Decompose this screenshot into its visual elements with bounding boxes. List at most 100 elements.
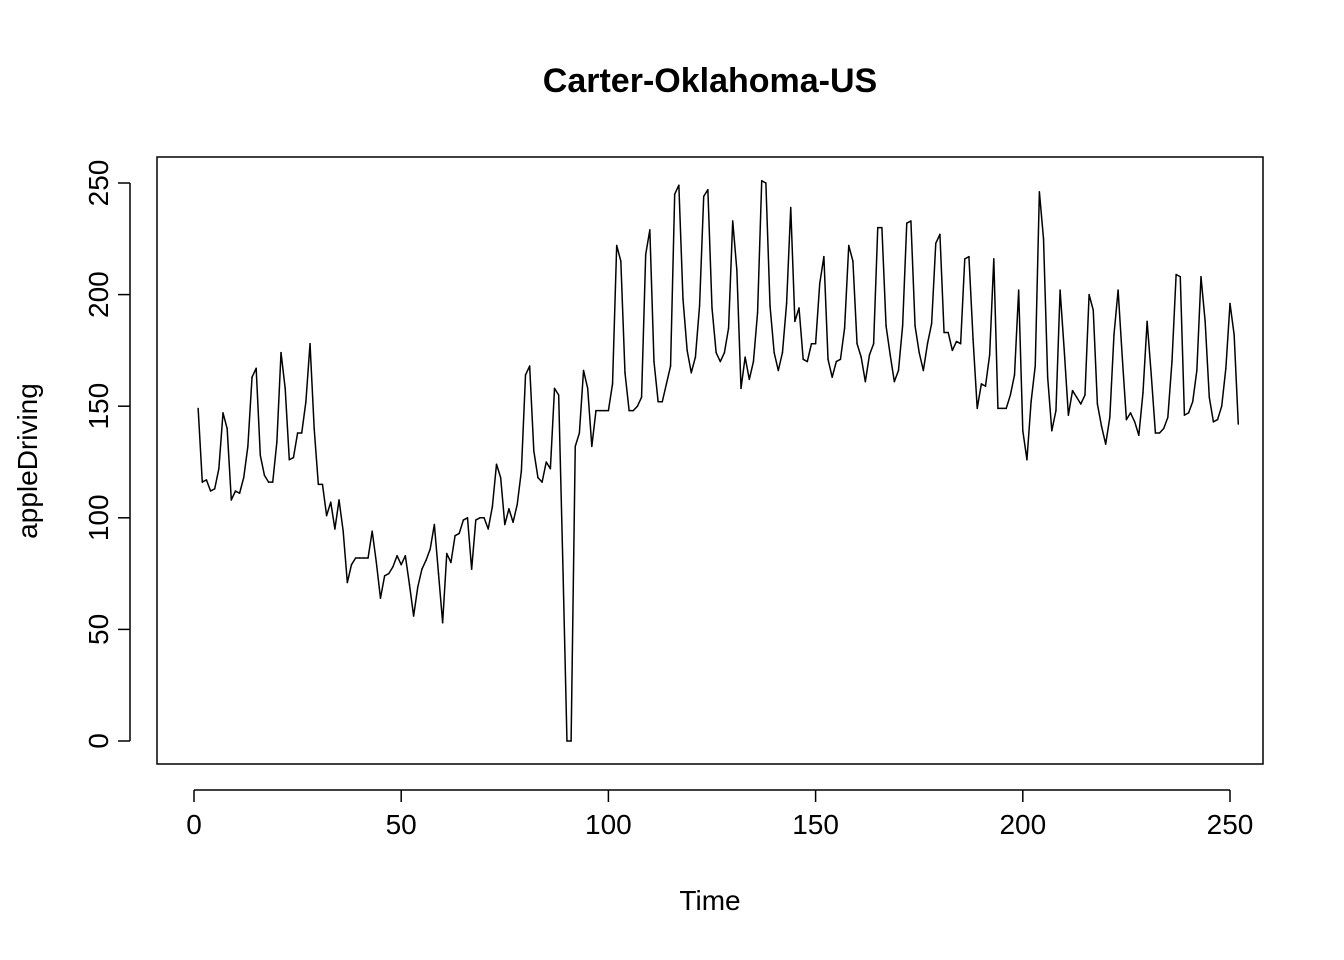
data-point xyxy=(292,456,295,459)
data-point xyxy=(276,441,278,443)
data-point xyxy=(723,351,726,354)
data-point xyxy=(831,376,833,378)
data-point xyxy=(383,575,386,577)
data-point xyxy=(1022,430,1024,432)
data-point xyxy=(736,269,738,271)
data-point xyxy=(852,260,854,262)
data-point xyxy=(711,307,713,309)
data-point xyxy=(238,492,241,494)
data-point xyxy=(665,383,668,385)
data-point xyxy=(988,354,991,356)
data-point xyxy=(466,517,469,519)
data-point xyxy=(1059,289,1061,291)
data-point xyxy=(1229,302,1231,305)
data-point xyxy=(997,407,999,410)
data-point xyxy=(1109,416,1111,419)
data-point xyxy=(586,387,589,390)
data-point xyxy=(359,557,361,559)
y-tick-label: 0 xyxy=(83,733,114,749)
x-tick-label: 250 xyxy=(1207,809,1254,840)
data-point xyxy=(843,327,846,329)
data-point xyxy=(379,597,382,599)
data-point xyxy=(508,508,510,510)
data-point xyxy=(993,258,995,260)
data-point xyxy=(325,514,328,517)
data-point xyxy=(475,519,477,521)
data-point xyxy=(1075,396,1078,399)
data-point xyxy=(1212,421,1215,423)
data-point xyxy=(727,327,730,329)
data-point xyxy=(607,409,610,412)
y-axis-label: appleDriving xyxy=(12,383,43,539)
data-point xyxy=(1038,191,1041,193)
data-point xyxy=(259,454,262,457)
data-point xyxy=(491,505,494,508)
data-point xyxy=(566,740,568,742)
data-point xyxy=(599,409,601,412)
data-point xyxy=(346,581,349,584)
data-point xyxy=(1138,434,1140,436)
data-point xyxy=(686,349,688,352)
data-point xyxy=(777,369,780,372)
data-point xyxy=(582,369,585,372)
data-point xyxy=(760,180,763,182)
data-point xyxy=(1121,356,1124,358)
data-point xyxy=(669,365,672,367)
data-point xyxy=(922,369,925,372)
data-point xyxy=(595,409,597,412)
data-point xyxy=(1196,369,1198,372)
x-tick-label: 200 xyxy=(999,809,1046,840)
data-point xyxy=(1034,365,1036,367)
data-point xyxy=(342,530,344,532)
data-point xyxy=(313,427,315,430)
data-point xyxy=(499,476,502,479)
data-point xyxy=(1104,443,1107,445)
data-point xyxy=(877,226,879,229)
data-point xyxy=(545,461,547,463)
data-point xyxy=(591,445,593,448)
data-point xyxy=(371,530,373,532)
data-point xyxy=(1208,396,1211,399)
data-point xyxy=(338,499,340,501)
data-point xyxy=(1051,430,1053,432)
y-tick-label: 50 xyxy=(83,614,114,645)
data-point xyxy=(354,557,357,559)
data-point xyxy=(943,331,945,334)
data-point xyxy=(1225,367,1227,370)
data-point xyxy=(462,519,465,521)
data-point xyxy=(242,476,245,479)
data-point xyxy=(541,481,543,483)
data-point xyxy=(396,554,398,557)
data-point xyxy=(698,305,701,307)
data-point xyxy=(976,407,978,410)
data-point xyxy=(620,260,622,262)
data-point xyxy=(947,331,949,334)
data-point xyxy=(926,342,929,345)
y-axis: 0 50 100 150 200 250 xyxy=(83,160,131,749)
data-point xyxy=(810,342,813,345)
data-point xyxy=(1092,309,1094,311)
data-point xyxy=(425,559,427,561)
data-point xyxy=(549,467,552,470)
data-point xyxy=(731,220,734,222)
data-point xyxy=(702,195,705,198)
data-point xyxy=(910,220,912,222)
data-point xyxy=(839,358,842,361)
data-point xyxy=(752,360,755,363)
data-point xyxy=(533,450,535,452)
data-point xyxy=(429,548,431,550)
data-point xyxy=(744,356,746,358)
x-tick-label: 0 xyxy=(186,809,202,840)
data-point xyxy=(334,528,336,530)
data-point xyxy=(1146,320,1148,323)
data-point xyxy=(487,528,489,530)
data-point xyxy=(408,584,411,586)
data-point xyxy=(806,360,809,363)
data-point xyxy=(818,282,821,285)
data-point xyxy=(881,226,883,229)
data-point xyxy=(719,360,722,363)
data-point xyxy=(1084,394,1086,396)
data-point xyxy=(678,184,680,186)
data-point xyxy=(446,552,448,555)
